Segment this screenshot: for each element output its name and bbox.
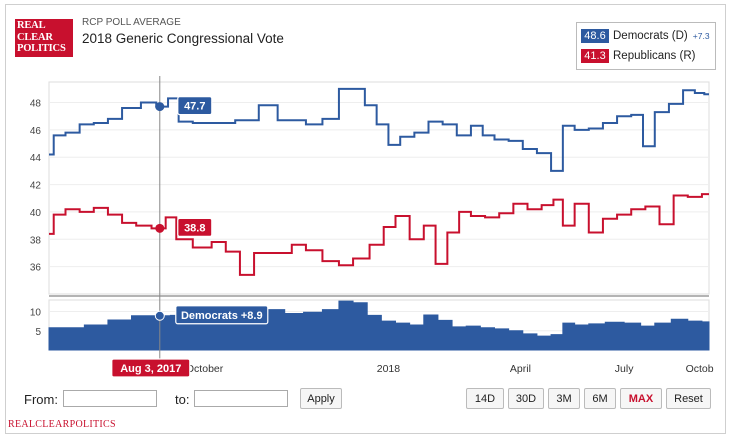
hover-spread-label-text: Democrats +8.9 [181,310,263,322]
hover-date-label-text: Aug 3, 2017 [120,363,181,375]
hover-rep-label-box [177,217,213,237]
bottom-y-tick-label: 10 [30,308,42,319]
to-date-input[interactable] [194,390,288,407]
from-label: From: [24,392,58,407]
top-y-tick-label: 42 [30,181,42,192]
x-tick-label: October [186,363,224,375]
top-y-tick-label: 40 [30,208,42,219]
legend-item-republicans[interactable]: 41.3 Republicans (R) [581,47,695,65]
footer-brand: REALCLEARPOLITICS [8,419,116,430]
chart-area[interactable]: 36 38 40 42 44 46 48 5 10 October 2018 April July Oct… [15,72,723,380]
legend-dem-diff: +7.3 [692,31,710,41]
top-plot-frame [48,81,710,295]
hover-spread-label-box [175,305,269,325]
legend-dem-label: Democrats (D) [613,30,688,42]
reset-button[interactable]: Reset [666,388,711,409]
x-tick-label: 2018 [377,363,401,375]
chart-title: 2018 Generic Congressional Vote [82,31,284,46]
hover-rep-label: 38.8 [177,217,213,237]
hover-spread-label: Democrats +8.9 [175,305,269,325]
top-y-tick-label: 36 [30,263,42,274]
hover-date-label: Aug 3, 2017 [111,358,191,378]
rcp-logo[interactable]: REAL CLEAR POLITICS [15,19,73,57]
logo-line-3: POLITICS [17,43,66,54]
logo-line-2: CLEAR [17,31,53,43]
top-y-tick-label: 38 [30,235,42,246]
top-y-tick-label: 48 [30,99,42,110]
apply-button[interactable]: Apply [300,388,342,409]
range-3m-button[interactable]: 3M [548,388,580,409]
range-30d-button[interactable]: 30D [508,388,544,409]
from-date-input[interactable] [63,390,157,407]
series-line-republicans [49,193,709,276]
range-6m-button[interactable]: 6M [584,388,616,409]
to-label: to: [175,392,190,407]
spread-area [48,300,710,351]
hover-date-label-box [111,358,191,378]
x-tick-label: July [615,363,634,375]
top-y-tick-label: 44 [30,153,42,164]
hover-rep-point [155,223,165,233]
hover-spread-point [154,310,165,321]
date-range-controls: From: to: Apply 14D 30D 3M 6M MAX Reset [0,383,730,415]
hover-dem-point [155,102,165,112]
legend-item-democrats[interactable]: 48.6 Democrats (D) +7.3 [581,27,710,45]
range-max-button[interactable]: MAX [620,388,662,409]
legend-dem-value: 48.6 [581,29,609,43]
legend-rep-label: Republicans (R) [613,50,696,62]
hover-dem-label-text: 47.7 [184,101,205,113]
x-tick-label: October [686,363,714,375]
legend: 48.6 Democrats (D) +7.3 41.3 Republicans… [576,22,716,70]
top-y-tick-label: 46 [30,126,42,137]
hover-dem-label: 47.7 [177,96,213,116]
chart-kicker: RCP POLL AVERAGE [82,17,181,28]
hover-dem-label-box [177,96,213,116]
range-14d-button[interactable]: 14D [466,388,504,409]
bottom-y-tick-label: 5 [35,327,41,338]
legend-rep-value: 41.3 [581,49,609,63]
chart-svg[interactable]: 36 38 40 42 44 46 48 5 10 October 2018 April July Oct… [15,72,723,380]
x-tick-label: April [510,363,531,375]
hover-rep-label-text: 38.8 [184,222,205,234]
logo-line-1: REAL [17,20,46,31]
